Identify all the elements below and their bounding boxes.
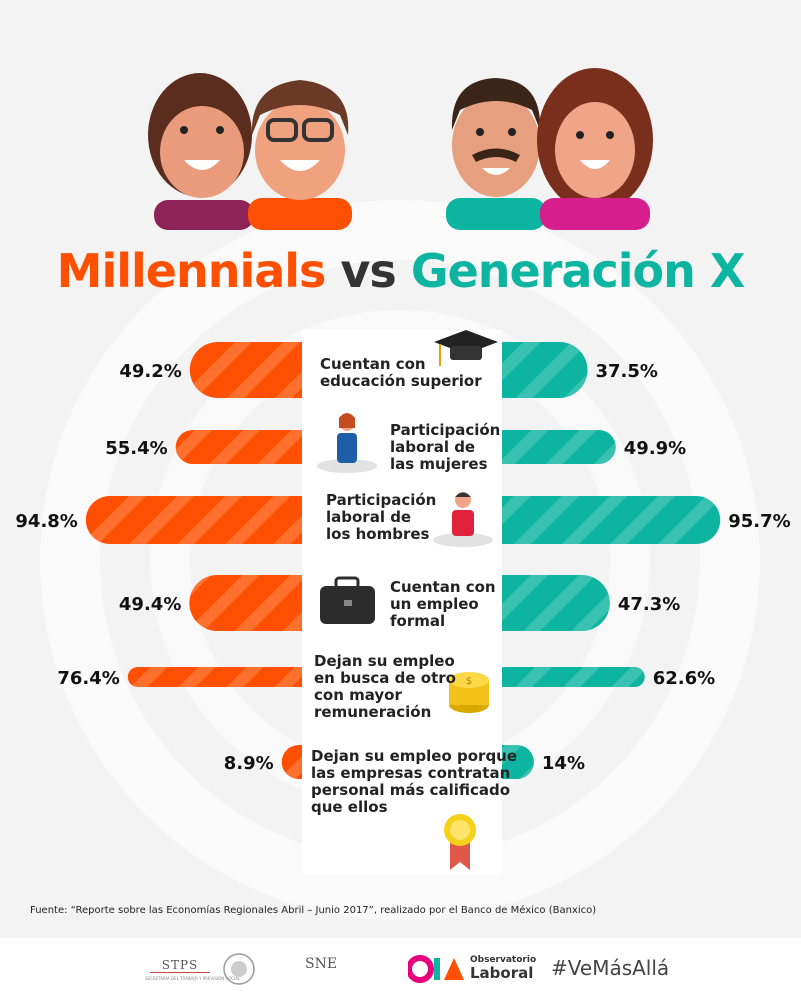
value-label-genx: 47.3% <box>618 594 680 615</box>
value-label-genx: 95.7% <box>728 511 790 532</box>
bar-genx-stripes <box>502 430 616 464</box>
value-label-millennials: 76.4% <box>57 668 119 689</box>
category-label-line: los hombres <box>326 525 430 543</box>
category-label-line: un empleo <box>390 595 479 613</box>
title-genx: Generación X <box>410 244 745 298</box>
category-label-line: que ellos <box>311 798 388 816</box>
category-label: Cuentan con educación superior <box>320 356 482 390</box>
category-label-line: Cuentan con <box>390 578 496 596</box>
value-label-millennials: 8.9% <box>224 753 274 774</box>
value-label-genx: 37.5% <box>596 361 658 382</box>
bar-genx-stripes <box>502 745 534 779</box>
people-illustration <box>148 68 653 230</box>
category-label-line: las empresas contratan <box>311 764 511 782</box>
bar-genx-stripes <box>502 575 610 631</box>
sne-logo: SNE <box>305 956 338 972</box>
bar-millennials-stripes <box>189 342 302 398</box>
title-vs: vs <box>340 244 396 298</box>
category-label-line: con mayor <box>314 686 402 704</box>
bar-millennials-stripes <box>189 575 302 631</box>
bar-millennials-stripes <box>127 667 302 687</box>
category-label: Participación laboral de los hombres <box>326 492 436 543</box>
svg-text:$: $ <box>466 676 472 687</box>
award-ribbon-icon <box>444 814 476 870</box>
category-label-line: Dejan su empleo <box>314 652 455 670</box>
bar-genx-stripes <box>502 667 645 687</box>
value-label-genx: 14% <box>542 753 585 774</box>
value-label-genx: 62.6% <box>653 668 715 689</box>
category-label-line: formal <box>390 612 446 630</box>
category-label-line: Participación <box>326 491 437 509</box>
category-label-line: en busca de otro <box>314 669 456 687</box>
value-label-millennials: 55.4% <box>105 438 167 459</box>
value-label-millennials: 49.4% <box>119 594 181 615</box>
briefcase-icon <box>320 576 375 624</box>
bar-genx-stripes <box>502 342 588 398</box>
footer <box>0 938 801 1000</box>
millennial-man-icon <box>248 80 352 230</box>
category-label: Cuentan con un empleo formal <box>390 579 496 630</box>
stps-logo: STPS <box>150 958 210 973</box>
category-label-line: educación superior <box>320 372 482 390</box>
hashtag: #VeMásAllá <box>551 956 670 980</box>
category-label-line: Participación <box>390 421 501 439</box>
value-label-millennials: 94.8% <box>15 511 77 532</box>
man-icon <box>433 492 493 547</box>
coins-icon: $ <box>449 672 489 713</box>
source-note: Fuente: “Reporte sobre las Economías Reg… <box>30 905 597 916</box>
bar-millennials-stripes <box>85 496 302 544</box>
woman-icon <box>317 413 377 473</box>
observatorio-logo-icon <box>408 955 464 983</box>
category-label-line: Cuentan con <box>320 355 426 373</box>
observatorio-label-bottom: Laboral <box>470 964 534 982</box>
category-label-line: Dejan su empleo porque <box>311 747 518 765</box>
bar-genx-stripes <box>502 496 721 544</box>
bar-millennials-stripes <box>281 745 302 779</box>
category-label: Participación laboral de las mujeres <box>390 422 500 473</box>
observatorio-label-top: Observatorio <box>470 955 537 965</box>
genx-woman-icon <box>537 68 653 230</box>
genx-man-icon <box>446 78 546 230</box>
mexico-seal-icon <box>223 953 255 985</box>
category-label: Dejan su empleo en busca de otro con mayor… <box>314 653 456 721</box>
category-label-line: laboral de <box>326 508 412 526</box>
category-label: Dejan su empleo porque las empresas contr… <box>311 748 517 816</box>
category-label-line: las mujeres <box>390 455 488 473</box>
millennial-woman-icon <box>148 73 254 230</box>
category-label-line: laboral de <box>390 438 476 456</box>
value-label-millennials: 49.2% <box>119 361 181 382</box>
chart-title: Millennials vs Generación X <box>0 244 801 298</box>
stps-subtitle: SECRETARÍA DEL TRABAJO Y PREVISIÓN SOCIA… <box>145 976 241 981</box>
graduation-cap-icon <box>434 330 498 366</box>
bar-millennials-stripes <box>175 430 302 464</box>
value-label-genx: 49.9% <box>624 438 686 459</box>
title-millennials: Millennials <box>56 244 327 298</box>
category-label-line: remuneración <box>314 703 432 721</box>
category-label-line: personal más calificado <box>311 781 511 799</box>
